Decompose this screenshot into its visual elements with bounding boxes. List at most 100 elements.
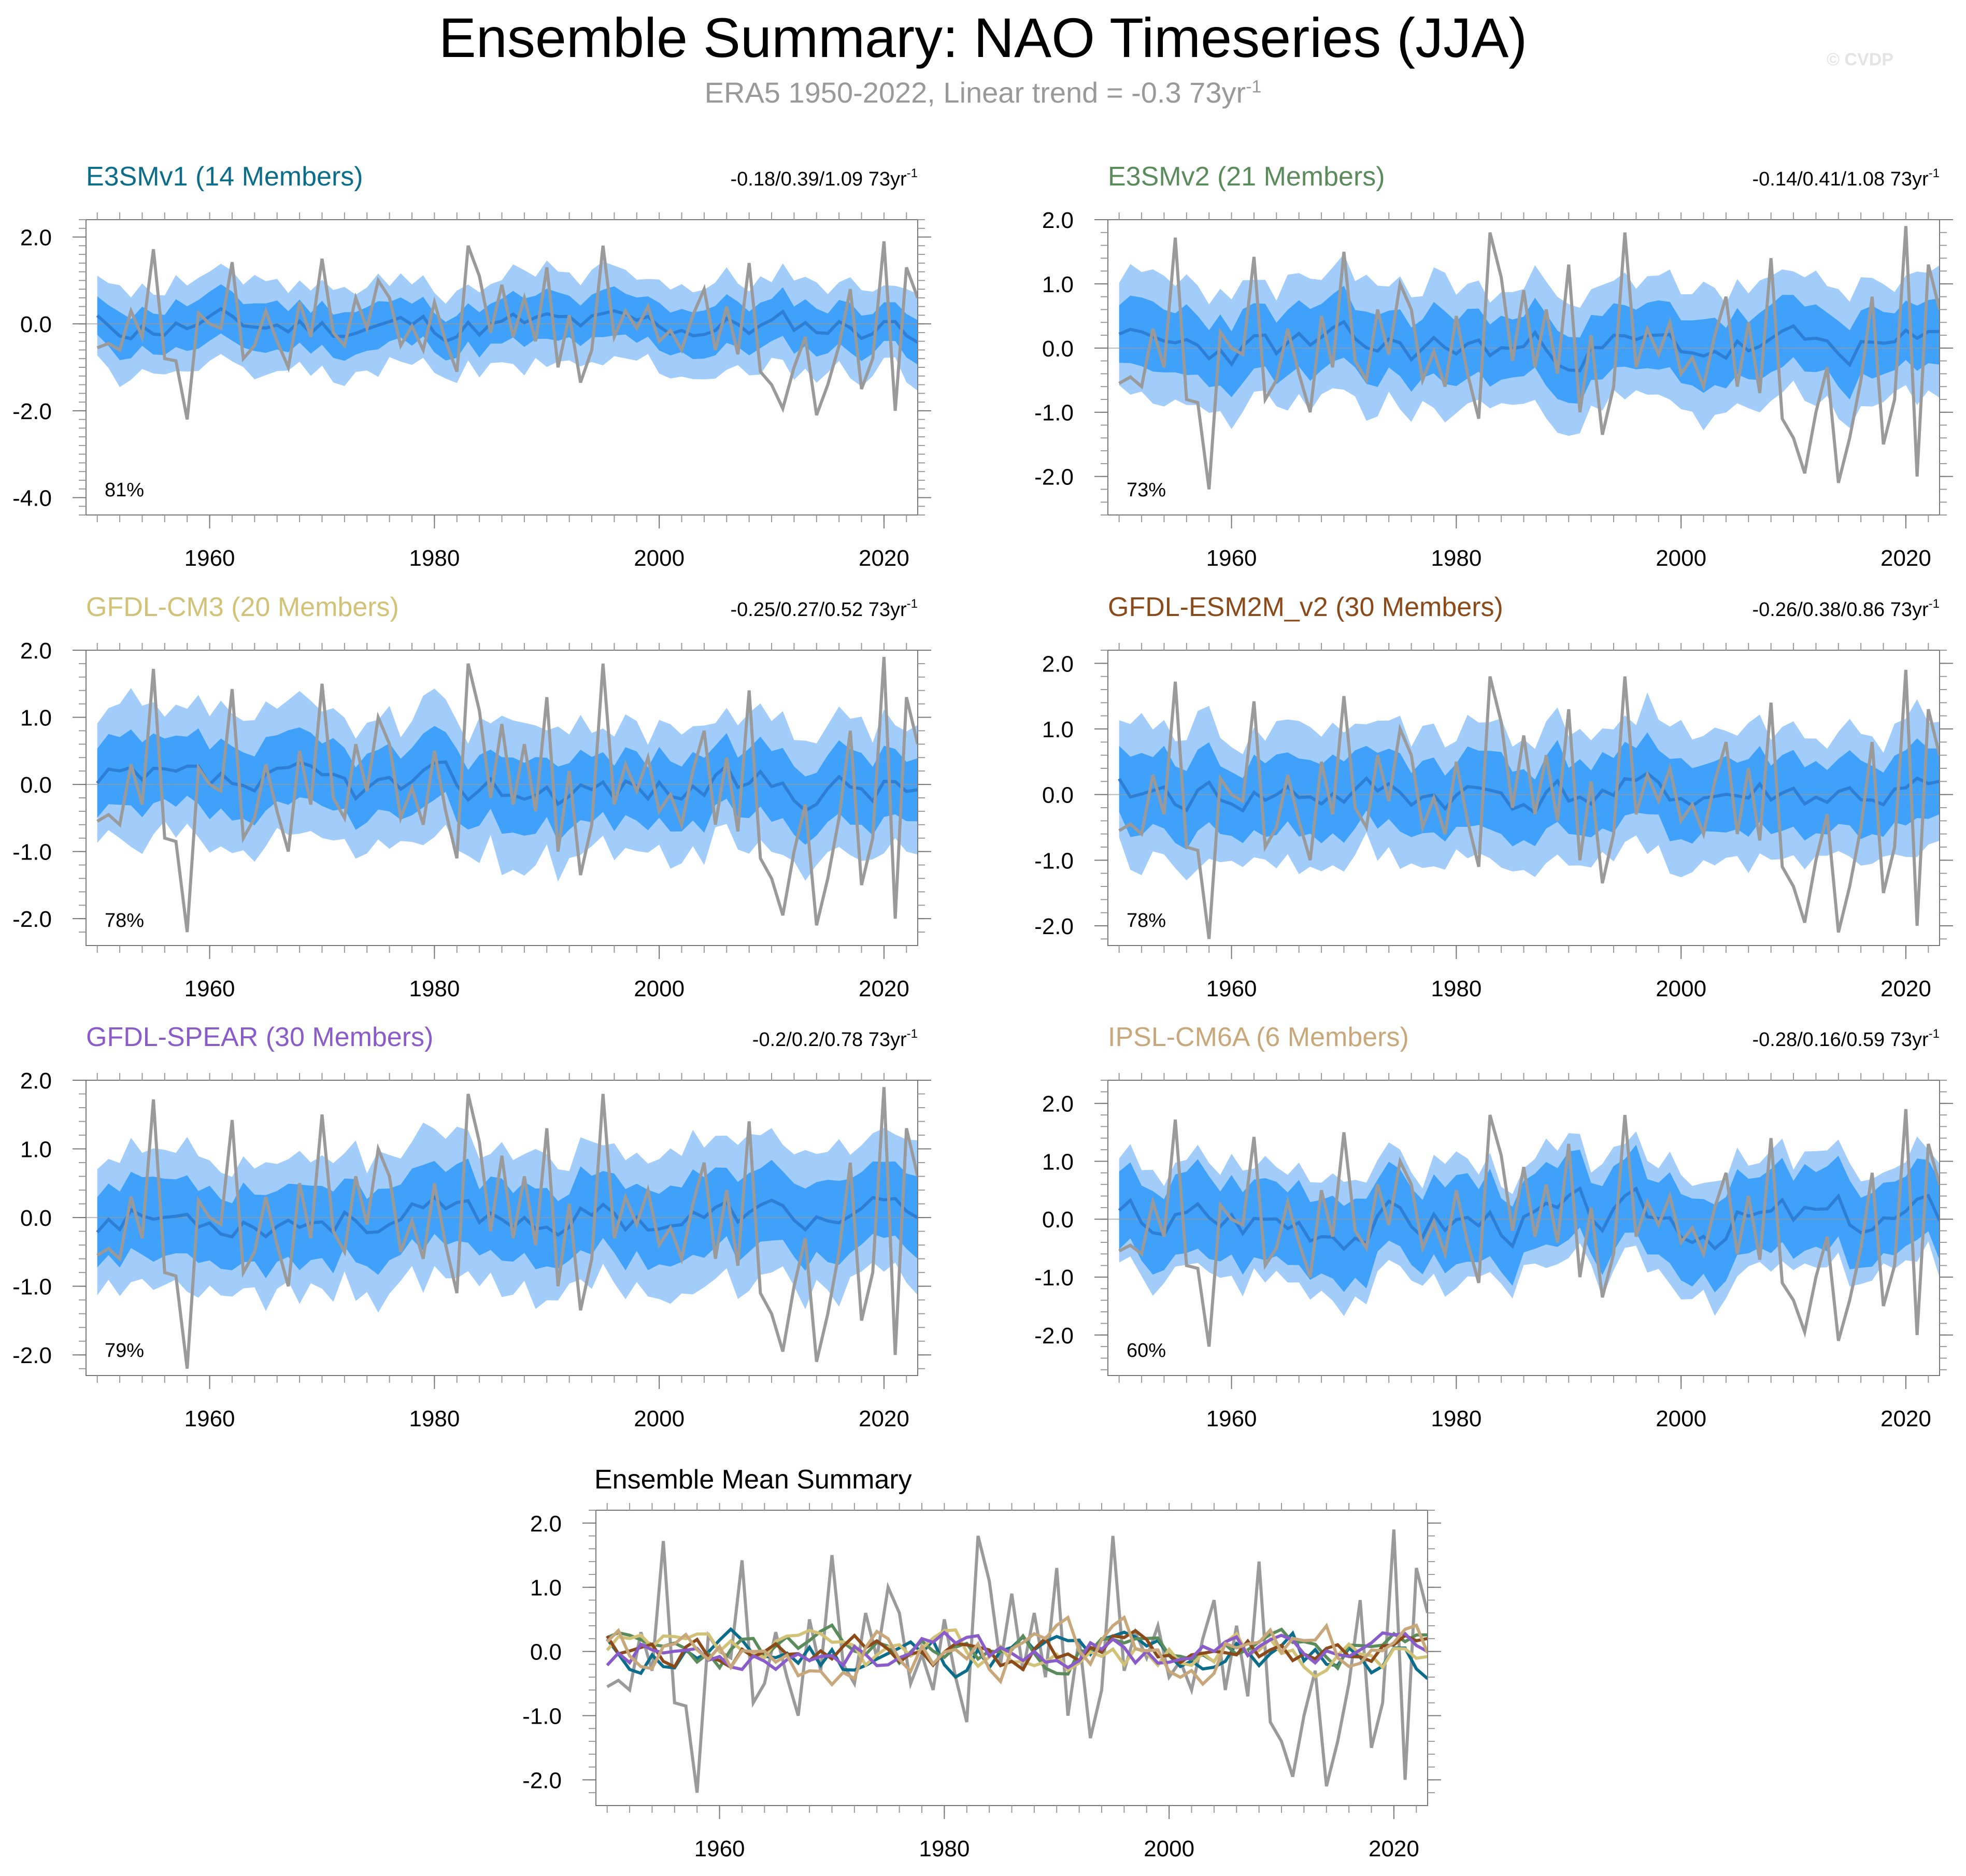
plot-area bbox=[606, 1529, 1428, 1793]
y-tick-label: -2.0 bbox=[12, 399, 52, 424]
observed-line bbox=[1118, 226, 1940, 490]
panel-percent-label: 79% bbox=[105, 1340, 144, 1362]
ensemble-mean-line bbox=[1118, 1186, 1940, 1251]
y-tick-label: 0.0 bbox=[1042, 783, 1074, 808]
panel-stats: -0.28/0.16/0.59 73yr-1 bbox=[1753, 1027, 1940, 1051]
observed-line bbox=[1118, 1109, 1940, 1347]
y-tick-label: -2.0 bbox=[12, 1343, 52, 1368]
ensemble-iqr-band bbox=[97, 726, 918, 845]
panel-ipsl-cm6a: -2.0 -1.0 0.0 1.0 2.0 1960 1980 2000 2020 IPSL-CM… bbox=[1034, 1022, 1953, 1431]
x-tick-label: 2000 bbox=[634, 1406, 685, 1431]
panel-stats-superscript: -1 bbox=[907, 166, 918, 180]
y-tick-label: 2.0 bbox=[20, 225, 52, 251]
panel-stats-superscript: -1 bbox=[1929, 166, 1940, 180]
panel-stats: -0.18/0.39/1.09 73yr-1 bbox=[731, 166, 918, 190]
x-tick-label: 1980 bbox=[409, 976, 460, 1001]
y-tick-label: 1.0 bbox=[530, 1576, 562, 1601]
y-tick-label: -2.0 bbox=[1034, 1323, 1074, 1349]
y-tick-label: 1.0 bbox=[1042, 1149, 1074, 1175]
panel-percent-label: 81% bbox=[105, 479, 144, 501]
y-tick-label: -1.0 bbox=[1034, 400, 1074, 426]
panel-title: E3SMv1 (14 Members) bbox=[86, 162, 363, 192]
y-tick-label: 2.0 bbox=[20, 1068, 52, 1094]
y-tick-label: 2.0 bbox=[1042, 1092, 1074, 1117]
observed-line bbox=[606, 1529, 1428, 1793]
y-tick-label: 2.0 bbox=[1042, 651, 1074, 677]
plot-area bbox=[86, 1087, 918, 1369]
y-tick-label: 1.0 bbox=[20, 1137, 52, 1163]
panel-percent-label: 78% bbox=[105, 910, 144, 932]
panel-title: IPSL-CM6A (6 Members) bbox=[1108, 1022, 1409, 1052]
panel-gfdl-esm2m: -2.0 -1.0 0.0 1.0 2.0 1960 1980 2000 2020 GFDL-ES… bbox=[1034, 592, 1953, 1001]
y-tick-label: -1.0 bbox=[1034, 848, 1074, 873]
panel-percent-label: 73% bbox=[1127, 479, 1166, 501]
panel-stats-superscript: -1 bbox=[907, 1027, 918, 1041]
y-tick-label: -2.0 bbox=[522, 1768, 562, 1793]
y-tick-label: 0.0 bbox=[20, 1206, 52, 1231]
panel-gfdl-spear: -2.0 -1.0 0.0 1.0 2.0 1960 1980 2000 2020 GFDL-SP… bbox=[12, 1022, 931, 1431]
panel-stats: -0.25/0.27/0.52 73yr-1 bbox=[731, 597, 918, 621]
panel-stats-value: -0.2/0.2/0.78 73yr bbox=[752, 1029, 907, 1051]
panel-title: Ensemble Mean Summary bbox=[594, 1465, 912, 1495]
x-tick-label: 1980 bbox=[409, 546, 460, 571]
subtitle-superscript: -1 bbox=[1246, 77, 1262, 97]
x-tick-label: 2020 bbox=[859, 1406, 909, 1431]
plot-area bbox=[1108, 669, 1940, 939]
y-tick-label: 2.0 bbox=[20, 638, 52, 664]
x-tick-label: 1960 bbox=[694, 1836, 745, 1861]
x-tick-label: 2000 bbox=[634, 546, 685, 571]
x-tick-label: 1960 bbox=[1206, 1406, 1257, 1431]
x-tick-label: 2000 bbox=[1656, 546, 1706, 571]
y-tick-label: 1.0 bbox=[1042, 717, 1074, 742]
panel-gfdl-cm3: -2.0 -1.0 0.0 1.0 2.0 1960 1980 2000 2020 GFDL-CM… bbox=[12, 592, 931, 1001]
panel-stats-superscript: -1 bbox=[1929, 1027, 1940, 1041]
y-tick-label: -1.0 bbox=[522, 1704, 562, 1729]
panel-stats-value: -0.25/0.27/0.52 73yr bbox=[731, 599, 907, 621]
x-tick-label: 1960 bbox=[184, 1406, 235, 1431]
panel-title: GFDL-SPEAR (30 Members) bbox=[86, 1022, 433, 1052]
plot-area bbox=[86, 241, 918, 420]
x-tick-label: 2000 bbox=[1656, 976, 1706, 1001]
x-tick-label: 2020 bbox=[859, 546, 909, 571]
series-line-ipsl-cm6a bbox=[606, 1615, 1428, 1687]
x-tick-label: 1980 bbox=[1431, 1406, 1481, 1431]
plot-area bbox=[1108, 1109, 1940, 1347]
panel-stats: -0.2/0.2/0.78 73yr-1 bbox=[752, 1027, 918, 1051]
main-title: Ensemble Summary: NAO Timeseries (JJA) bbox=[438, 6, 1528, 69]
panel-title: GFDL-ESM2M_v2 (30 Members) bbox=[1108, 592, 1503, 622]
y-tick-label: 2.0 bbox=[530, 1511, 562, 1537]
x-tick-label: 2000 bbox=[1144, 1836, 1194, 1861]
subtitle: ERA5 1950-2022, Linear trend = -0.3 73yr… bbox=[704, 76, 1262, 109]
x-tick-label: 1980 bbox=[1431, 976, 1481, 1001]
panel-stats-value: -0.18/0.39/1.09 73yr bbox=[731, 168, 907, 190]
panel-summary: -2.0 -1.0 0.0 1.0 2.0 1960 1980 2000 2020 Ensembl… bbox=[522, 1465, 1441, 1861]
x-tick-label: 1980 bbox=[409, 1406, 460, 1431]
panel-stats: -0.14/0.41/1.08 73yr-1 bbox=[1753, 166, 1940, 190]
observed-line bbox=[96, 656, 918, 933]
ensemble-iqr-band bbox=[97, 284, 918, 365]
panel-stats: -0.26/0.38/0.86 73yr-1 bbox=[1753, 597, 1940, 621]
panel-stats-superscript: -1 bbox=[1929, 597, 1940, 611]
plot-area bbox=[86, 656, 918, 933]
x-tick-label: 1960 bbox=[184, 546, 235, 571]
panel-stats-superscript: -1 bbox=[907, 597, 918, 611]
ensemble-iqr-band bbox=[1119, 1144, 1940, 1293]
panel-stats-value: -0.14/0.41/1.08 73yr bbox=[1753, 168, 1929, 190]
y-tick-label: -1.0 bbox=[1034, 1265, 1074, 1291]
x-tick-label: 1980 bbox=[919, 1836, 970, 1861]
observed-line bbox=[1118, 669, 1940, 939]
ensemble-mean-line bbox=[1118, 771, 1940, 815]
y-tick-label: 2.0 bbox=[1042, 208, 1074, 233]
panel-title: GFDL-CM3 (20 Members) bbox=[86, 592, 399, 622]
ensemble-mean-line bbox=[96, 760, 918, 813]
y-tick-label: 0.0 bbox=[20, 312, 52, 337]
ensemble-mean-line bbox=[96, 1195, 918, 1239]
panel-stats-value: -0.26/0.38/0.86 73yr bbox=[1753, 599, 1929, 621]
panel-e3smv1: -4.0 -2.0 0.0 2.0 1960 1980 2000 2020 E3SMv1 (14… bbox=[12, 162, 931, 571]
y-tick-label: 0.0 bbox=[1042, 1207, 1074, 1233]
x-tick-label: 2000 bbox=[634, 976, 685, 1001]
panel-title: E3SMv2 (21 Members) bbox=[1108, 162, 1385, 192]
x-tick-label: 1960 bbox=[1206, 546, 1257, 571]
panel-stats-value: -0.28/0.16/0.59 73yr bbox=[1753, 1029, 1929, 1051]
